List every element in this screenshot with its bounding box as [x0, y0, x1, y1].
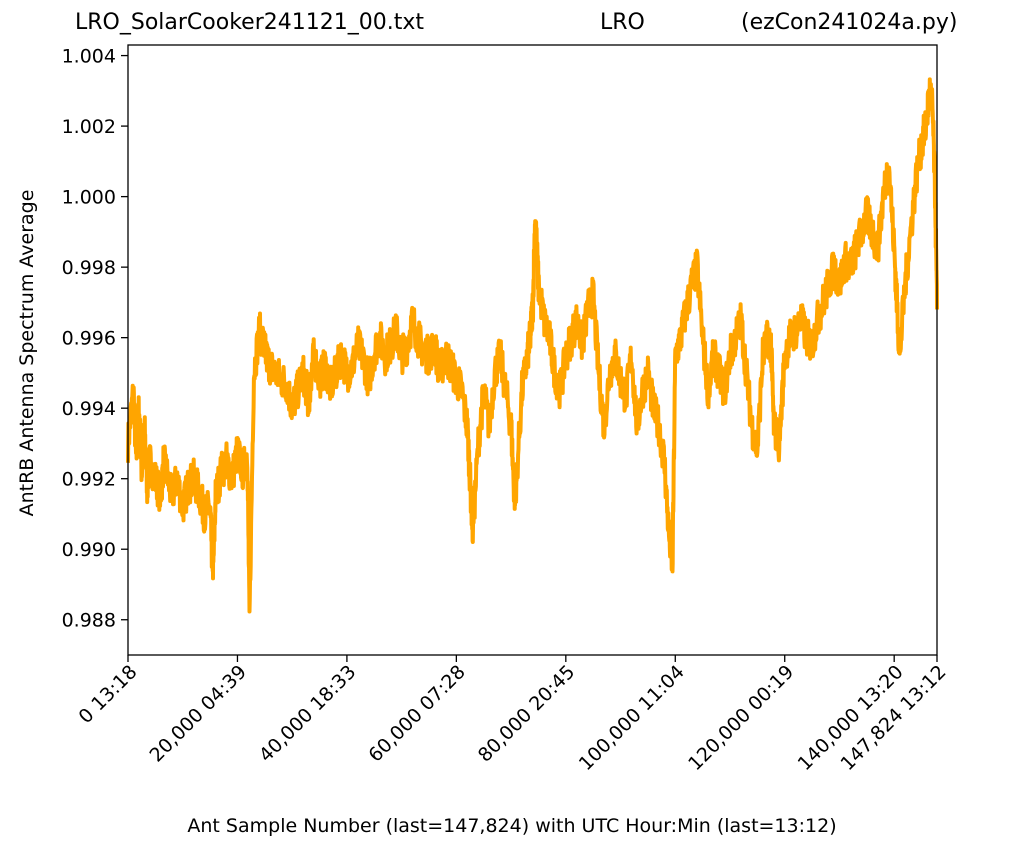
y-tick-label: 0.996 — [62, 328, 116, 350]
x-tick-label: 60,000 07:28 — [364, 661, 470, 767]
y-tick-label: 0.994 — [62, 398, 116, 420]
x-tick-label: 100,000 11:04 — [575, 661, 689, 775]
axes-frame — [127, 44, 938, 656]
x-tick-label: 120,000 00:19 — [684, 661, 798, 775]
plot-area — [126, 77, 939, 614]
y-tick-label: 0.992 — [62, 469, 116, 491]
y-axis-label: AntRB Antenna Spectrum Average — [16, 189, 38, 517]
axes: 0.988 0.990 0.992 0.994 0.996 0.998 1.000 1.002… — [62, 44, 951, 775]
chart-title-station: LRO — [600, 10, 645, 35]
y-tick-label: 0.988 — [62, 610, 116, 632]
x-tick-label: 80,000 20:45 — [474, 661, 580, 767]
y-tick-label: 1.000 — [62, 187, 116, 209]
y-tick-label: 0.990 — [62, 539, 116, 561]
x-tick-label: 40,000 18:33 — [255, 661, 361, 767]
chart-title-filename: LRO_SolarCooker241121_00.txt — [75, 10, 424, 35]
x-tick-label: 0 13:18 — [74, 661, 141, 728]
y-tick-label: 1.004 — [62, 46, 116, 68]
y-tick-label: 0.998 — [62, 257, 116, 279]
x-tick-label: 20,000 04:39 — [145, 661, 251, 767]
x-axis-label: Ant Sample Number (last=147,824) with UT… — [187, 815, 837, 837]
series-line — [126, 77, 939, 614]
y-tick-label: 1.002 — [62, 116, 116, 138]
chart-title-program: (ezCon241024a.py) — [741, 10, 958, 35]
